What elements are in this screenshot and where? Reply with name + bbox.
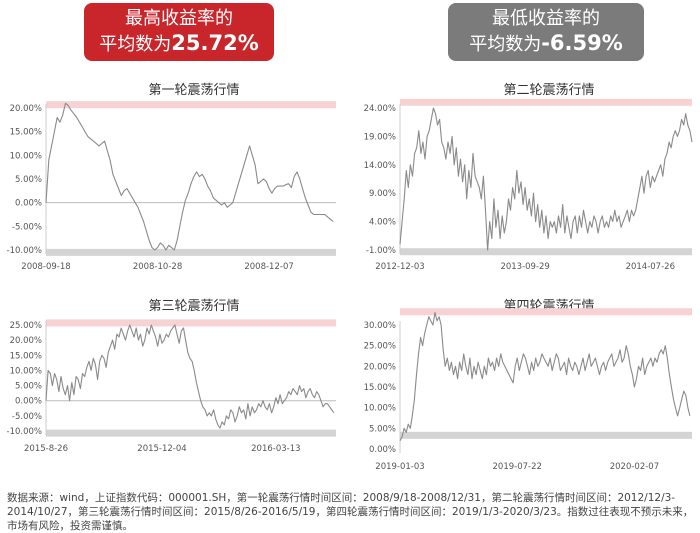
chart-3-ytick-label: 25.00%	[10, 321, 42, 331]
chart-1-series-line	[45, 102, 334, 251]
chart-4-high-band	[400, 308, 692, 316]
chart-4-xtick-label: 2019-01-03	[375, 462, 424, 472]
chart-1-ytick-label: 20.00%	[10, 104, 42, 114]
badge-low-line2: 平均数为-6.59%	[448, 31, 644, 57]
chart-3-series-line	[45, 324, 335, 429]
chart-2-xtick-label: 2013-09-29	[500, 262, 549, 272]
badge-low-prefix: 平均数为	[469, 34, 542, 55]
chart-2-ytick-label: 4.00%	[369, 218, 396, 228]
badge-low-line1: 最低收益率的	[492, 8, 600, 29]
chart-3-ytick-label: 10.00%	[10, 366, 42, 376]
badge-lowest-return: 最低收益率的 平均数为-6.59%	[448, 3, 644, 61]
badge-highest-return: 最高收益率的 平均数为25.72%	[84, 3, 274, 61]
chart-1-xtick-label: 2008-09-18	[21, 262, 70, 272]
chart-1-ytick-label: 5.00%	[15, 175, 42, 185]
chart-3-ytick-label: 0.00%	[15, 397, 42, 407]
chart-3-low-band	[46, 429, 336, 437]
chart-1-ytick-label: 0.00%	[15, 199, 42, 209]
chart-1-xtick-label: 2008-10-28	[133, 262, 182, 272]
chart-3-ytick-label: 5.00%	[15, 382, 42, 392]
badge-high-line1: 最高收益率的	[125, 8, 233, 29]
chart-4-xtick-label: 2020-02-07	[610, 462, 659, 472]
chart-1-ytick-label: -5.00%	[12, 222, 42, 232]
chart-1-ytick-label: -10.00%	[7, 246, 42, 256]
chart-2-ytick-label: 9.00%	[369, 189, 396, 199]
chart-3-high-band	[46, 319, 336, 327]
chart-3-ytick-label: -10.00%	[7, 427, 42, 437]
footer-source-note: 数据来源：wind，上证指数代码：000001.SH，第一轮震荡行情时间区间：2…	[7, 492, 694, 532]
chart-4-xtick-label: 2019-07-22	[493, 462, 542, 472]
chart-4-ytick-label: 15.00%	[364, 383, 396, 393]
chart-4-ytick-label: 5.00%	[369, 424, 396, 434]
chart-2-low-band	[400, 248, 692, 256]
chart-2-series-line	[399, 107, 693, 251]
chart-4-ytick-label: 10.00%	[364, 404, 396, 414]
chart-4-ytick-label: 0.00%	[369, 445, 396, 455]
chart-4-series-line	[399, 312, 691, 441]
chart-1-xtick-label: 2008-12-07	[244, 262, 293, 272]
chart-1-low-band	[46, 248, 336, 256]
chart-4-ytick-label: 20.00%	[364, 362, 396, 372]
chart-2-ytick-label: -1.00%	[366, 246, 396, 256]
chart-1-high-band	[46, 101, 336, 109]
chart-2-high-band	[400, 98, 692, 106]
chart-3-xtick-label: 2015-12-04	[137, 444, 186, 454]
chart-2-title: 第二轮震荡行情	[503, 83, 594, 98]
chart-1-title: 第一轮震荡行情	[148, 83, 239, 98]
chart-1-ytick-label: 10.00%	[10, 151, 42, 161]
chart-2-ytick-label: 14.00%	[364, 161, 396, 171]
chart-3-xtick-label: 2016-03-13	[251, 444, 300, 454]
chart-1-ytick-label: 15.00%	[10, 128, 42, 138]
chart-4-low-band	[400, 431, 692, 439]
badge-low-value: -6.59%	[541, 31, 623, 55]
chart-3-ytick-label: 20.00%	[10, 336, 42, 346]
badge-high-prefix: 平均数为	[99, 34, 172, 55]
chart-2-ytick-label: 24.00%	[364, 104, 396, 114]
chart-4-ytick-label: 30.00%	[364, 321, 396, 331]
chart-2-xtick-label: 2014-07-26	[626, 262, 675, 272]
badge-high-line2: 平均数为25.72%	[84, 31, 274, 57]
chart-3-xtick-label: 2015-8-26	[24, 444, 68, 454]
chart-2-xtick-label: 2012-12-03	[375, 262, 424, 272]
chart-4-ytick-label: 25.00%	[364, 342, 396, 352]
chart-3-title: 第三轮震荡行情	[148, 299, 239, 314]
chart-3-ytick-label: -5.00%	[12, 412, 42, 422]
chart-2-ytick-label: 19.00%	[364, 132, 396, 142]
badge-high-value: 25.72%	[171, 31, 259, 55]
chart-3-ytick-label: 15.00%	[10, 351, 42, 361]
